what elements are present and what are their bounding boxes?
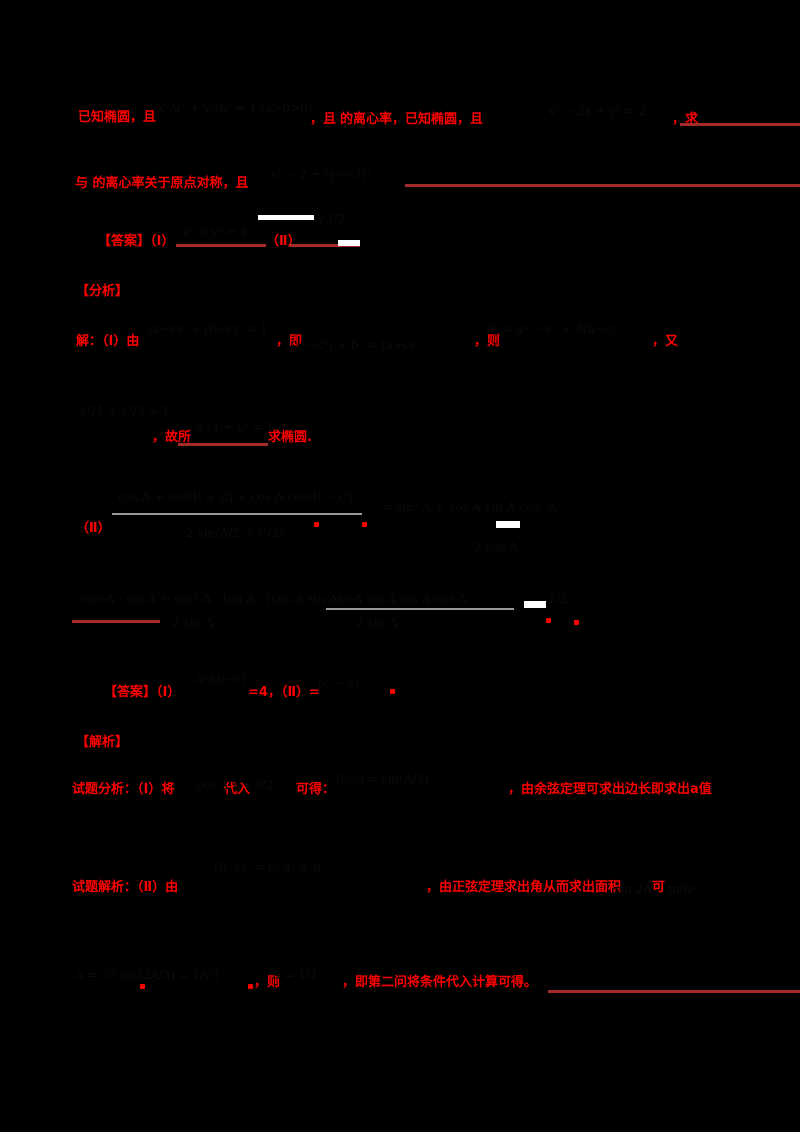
text-fragment-l6a: ，故所 xyxy=(152,430,192,445)
math-formula-f28: S = 1/2 xyxy=(272,968,318,982)
fraction-bar-1 xyxy=(326,608,496,610)
math-formula-f27: a = √3 sin(2A/3) = 1/√3 xyxy=(76,968,220,982)
math-formula-f6: (a−c)² + (b−c)² = 1 xyxy=(148,322,268,336)
math-formula-f2: x² − 2x + y² = 2 xyxy=(548,104,647,118)
math-formula-f18: 2 sin A xyxy=(356,616,398,630)
math-formula-f15: cos A · sin A + cos² A · tan A · (cos A … xyxy=(82,592,343,606)
math-formula-f12: 2 sin(A/2 + C/2) xyxy=(186,526,284,540)
math-formula-f22: cos A = √3/2 xyxy=(196,778,274,792)
text-fragment-l13b: ，即第二问将条件代入计算可得。 xyxy=(342,975,538,990)
math-formula-f1: x²/a² + y²/b² = 1 (a>b>0) xyxy=(158,101,313,115)
math-formula-f24: (b, c)² = c² a² + b² xyxy=(214,860,326,874)
underline-u2 xyxy=(405,184,800,187)
fraction-bar-0 xyxy=(112,513,362,515)
text-fragment-l1b: ，且 xyxy=(310,112,337,127)
math-formula-f26: m/n² xyxy=(668,882,696,896)
white-block-6 xyxy=(496,521,520,528)
text-fragment-l11a: 试题分析：（Ⅰ）将 xyxy=(72,782,175,797)
white-block-4 xyxy=(338,240,360,246)
math-formula-f9: x²/4 + y²/3 = 1 xyxy=(80,404,170,418)
text-fragment-l1c: 的离心率，已知椭圆，且 xyxy=(340,112,484,127)
text-fragment-l5d: ，又 xyxy=(652,334,679,349)
underline-u7 xyxy=(548,990,800,993)
math-formula-f14: 2 cos A xyxy=(474,540,519,554)
text-fragment-l7a: （Ⅱ） xyxy=(76,521,111,536)
text-fragment-l6b: 求椭圆. xyxy=(268,430,312,445)
fraction-bar-2 xyxy=(444,608,514,610)
text-fragment-l5a: 解：（Ⅰ）由 xyxy=(76,334,140,349)
underline-u6 xyxy=(72,620,160,623)
text-fragment-l9b: =4，（Ⅱ）= xyxy=(248,685,320,700)
red-punctuation-dot-5 xyxy=(248,984,253,989)
text-fragment-l12a: 试题解析：（Ⅱ）由 xyxy=(72,880,179,895)
math-formula-f8: b² = a² − c² = 3(a−c) xyxy=(486,322,616,336)
math-formula-f16: 2 sin A xyxy=(172,616,214,630)
text-fragment-l3b: （Ⅱ） xyxy=(266,234,301,249)
text-fragment-l1a: 已知椭圆，且 xyxy=(78,110,157,125)
text-fragment-l11c: 可得： xyxy=(296,782,336,797)
red-punctuation-dot-4 xyxy=(140,984,145,989)
text-fragment-l12c: 可 xyxy=(652,880,666,895)
text-fragment-l12b: ，由正弦定理求出角从而求出面积 xyxy=(426,880,622,895)
math-formula-f11: cos A + cos(B + C) + cos A cos(B − C) xyxy=(118,490,353,504)
math-formula-f25: sin 2A xyxy=(614,882,652,896)
text-fragment-l3a: 【答案】（Ⅰ） xyxy=(98,234,175,249)
underline-u5 xyxy=(178,443,268,446)
math-formula-f4: x² + y² = 4 xyxy=(182,225,249,239)
red-punctuation-dot-2 xyxy=(546,618,551,623)
white-block-3 xyxy=(258,215,314,220)
text-fragment-l13a: ，则 xyxy=(254,975,281,990)
math-formula-f23: (b/c) = sin(A/2) xyxy=(336,772,429,786)
text-fragment-l10a: 【解析】 xyxy=(76,735,129,750)
math-formula-f10: x²/4 + y² = 1 xyxy=(196,420,274,434)
text-fragment-l9a: 【答案】（Ⅰ） xyxy=(104,685,181,700)
text-fragment-l5b: ，即 xyxy=(276,334,303,349)
red-punctuation-dot-6 xyxy=(314,522,319,527)
text-fragment-l5c: ，则 xyxy=(474,334,501,349)
underline-u1 xyxy=(680,123,800,126)
math-formula-f19: 1/2 xyxy=(548,592,568,606)
text-fragment-l2a: 与 的离心率关于原点对称，且 xyxy=(75,176,249,191)
math-formula-f3: x² − 2 + (y−√3)² xyxy=(270,167,371,181)
text-fragment-l11d: ，由余弦定理可求出边长即求出a值 xyxy=(508,782,712,797)
red-punctuation-dot-0 xyxy=(362,522,367,527)
math-formula-f13: = sin² A + cos A sin A cos² A xyxy=(382,500,557,514)
math-formula-f7: (a²−c²) + b² = (a+c)² xyxy=(290,338,419,352)
text-fragment-l4a: 【分析】 xyxy=(76,284,129,299)
red-punctuation-dot-1 xyxy=(390,689,395,694)
math-formula-f21: (c − a) xyxy=(318,676,359,690)
underline-u3 xyxy=(176,244,266,247)
math-formula-f5: √3/2 xyxy=(318,212,345,226)
math-formula-f17: cos A sin A sin A cos A xyxy=(330,592,468,606)
text-fragment-l11b: 代入 xyxy=(224,782,251,797)
white-block-5 xyxy=(524,601,546,608)
red-punctuation-dot-3 xyxy=(574,620,579,625)
math-formula-f20: a²/(b−c) xyxy=(196,672,246,686)
underline-u4 xyxy=(290,244,360,247)
